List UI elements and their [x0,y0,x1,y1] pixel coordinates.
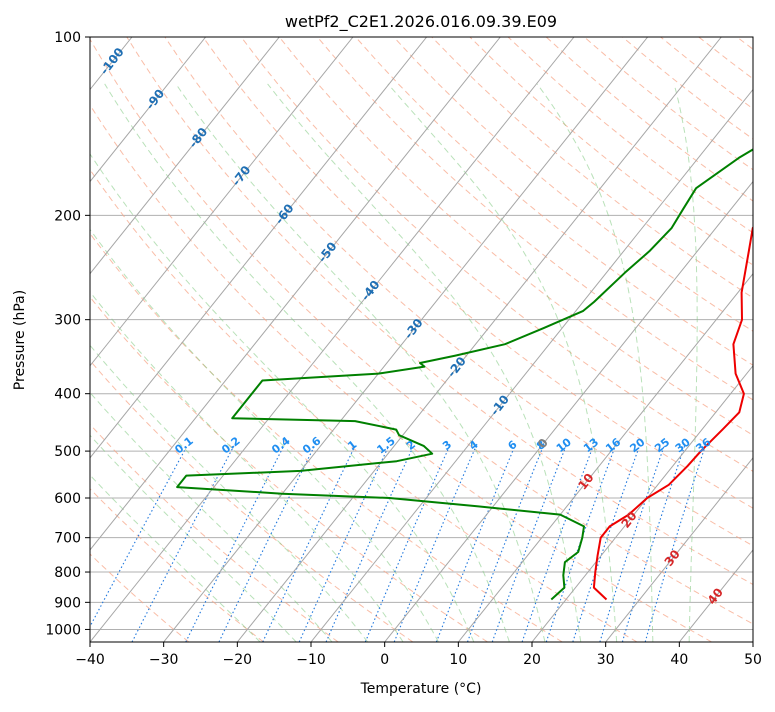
y-tick-label: 1000 [45,622,81,638]
x-axis-label: Temperature (°C) [360,681,482,697]
y-tick-label: 500 [54,444,81,460]
y-axis-label: Pressure (hPa) [12,290,28,390]
y-tick-label: 800 [54,565,81,581]
x-tick-label: 0 [380,652,389,668]
x-tick-label: 10 [449,652,467,668]
x-tick-label: 50 [744,652,762,668]
y-tick-label: 700 [54,531,81,547]
x-tick-label: 40 [670,652,688,668]
y-tick-label: 200 [54,208,81,224]
y-tick-label: 100 [54,30,81,46]
chart-title: wetPf2_C2E1.2026.016.09.39.E09 [285,12,557,32]
x-tick-label: −30 [149,652,179,668]
x-tick-label: −10 [296,652,326,668]
y-tick-label: 400 [54,387,81,403]
x-tick-label: −40 [75,652,105,668]
x-tick-label: 20 [523,652,541,668]
x-tick-label: −20 [223,652,253,668]
x-tick-label: 30 [597,652,615,668]
y-tick-label: 300 [54,313,81,329]
y-tick-label: 900 [54,595,81,611]
y-tick-label: 600 [54,491,81,507]
